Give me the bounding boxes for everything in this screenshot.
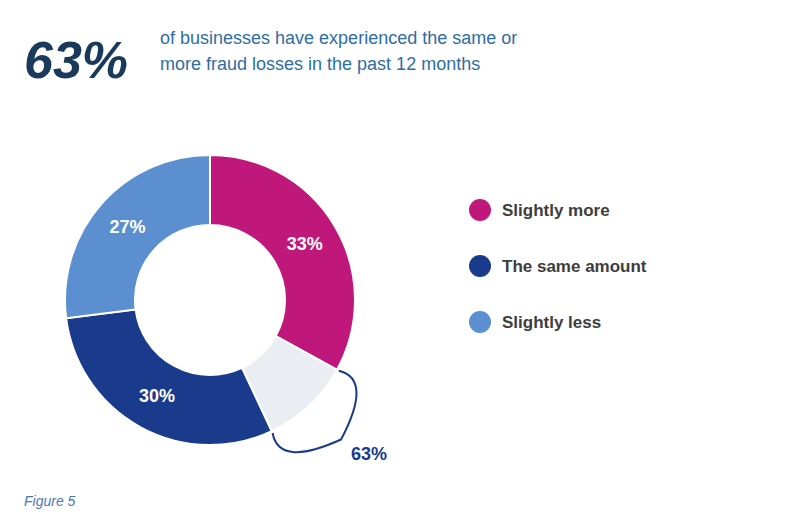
legend-label: Slightly more [502,201,610,220]
bracket [273,371,357,452]
legend: Slightly more The same amount Slightly les… [469,199,647,333]
title: 63% [24,31,128,89]
legend-swatch [469,311,491,333]
data-label: 27% [109,217,145,237]
legend-swatch [469,255,491,277]
slices [65,155,355,445]
data-labels: 33% 30% 27% [109,217,322,406]
chart: 63% of businesses have experienced the sa… [0,0,795,519]
legend-label: The same amount [502,257,647,276]
subtitle-line: of businesses have experienced the same … [160,28,517,48]
slice [210,155,355,370]
slice [65,155,210,318]
data-label: 30% [139,386,175,406]
data-label: 33% [287,234,323,254]
figure-label: Figure 5 [24,493,76,509]
subtitle-line: more fraud losses in the past 12 months [160,54,480,74]
legend-label: Slightly less [502,313,601,332]
annotation: 63% [351,444,387,464]
subtitle: of businesses have experienced the same … [160,28,517,74]
slice [66,309,272,445]
legend-swatch [469,199,491,221]
chart-container: 63% of businesses have experienced the sa… [0,0,795,519]
